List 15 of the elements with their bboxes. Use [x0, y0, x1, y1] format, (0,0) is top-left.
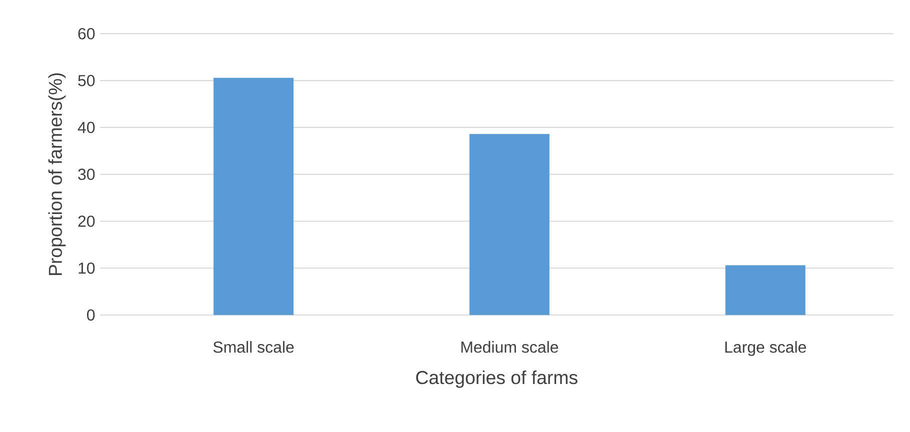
y-tick-label: 0 [87, 309, 95, 321]
bar [214, 78, 294, 315]
x-tick-label: Small scale [213, 341, 294, 353]
y-tick-label: 40 [78, 122, 95, 134]
bar [725, 265, 806, 315]
y-tick-label: 30 [78, 168, 95, 180]
x-axis-title: Categories of farms [416, 370, 578, 388]
y-tick-label: 60 [78, 28, 95, 40]
y-axis-title: Proportion of farmers(%) [48, 73, 66, 275]
bar [469, 134, 550, 315]
y-tick-label: 50 [78, 74, 95, 86]
x-tick-label: Large scale [725, 341, 806, 356]
y-tick-label: 10 [78, 262, 95, 274]
y-tick-label: 20 [78, 216, 95, 227]
x-tick-label: Medium scale [461, 341, 558, 353]
